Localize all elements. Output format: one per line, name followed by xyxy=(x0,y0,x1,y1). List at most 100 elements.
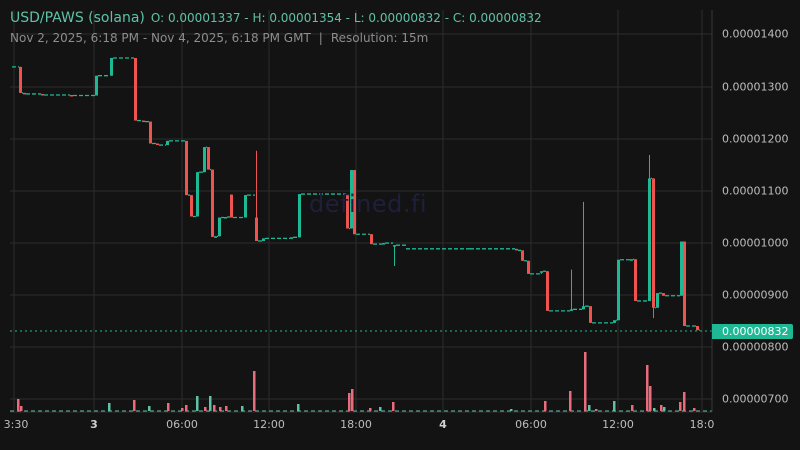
volume-bar xyxy=(631,405,634,411)
volume-bar xyxy=(693,408,696,411)
candle-body xyxy=(613,320,616,323)
watermark: defined.fi xyxy=(309,190,428,218)
candle-body xyxy=(630,259,633,261)
volume-bar xyxy=(683,392,686,411)
candle-body xyxy=(589,306,592,323)
candle-body xyxy=(95,75,98,96)
candle-body xyxy=(207,147,210,170)
candle-body xyxy=(203,147,206,173)
candle-body xyxy=(393,245,396,247)
price-tick-label: 0.00001400 xyxy=(722,27,789,41)
candle-body xyxy=(350,170,353,229)
time-tick-label: 3:30 xyxy=(3,418,29,431)
volume-bar xyxy=(649,386,652,411)
price-candles xyxy=(12,57,700,331)
volume-bar xyxy=(185,405,188,411)
time-tick-label: 12:00 xyxy=(602,418,634,431)
ohlc-values: O: 0.00001337 - H: 0.00001354 - L: 0.000… xyxy=(150,11,542,25)
candle-body xyxy=(255,217,258,241)
candle-body xyxy=(346,194,349,229)
volume-bar xyxy=(181,408,184,411)
price-tick-label: 0.00000900 xyxy=(722,288,789,302)
candle-body xyxy=(23,92,26,95)
time-tick-label: 12:00 xyxy=(253,418,285,431)
candle-body xyxy=(540,271,543,273)
volume-bar xyxy=(646,365,649,411)
volume-bar xyxy=(544,401,547,411)
candle-body xyxy=(156,143,159,146)
candle-body xyxy=(185,140,188,196)
candle-body xyxy=(652,178,655,308)
volume-bar xyxy=(379,407,382,411)
candle-body xyxy=(521,250,524,261)
candle-body xyxy=(70,95,73,97)
candle-body xyxy=(527,260,530,274)
candle-body xyxy=(142,120,145,123)
pair-title: USD/PAWS (solana) xyxy=(10,10,145,26)
price-tick-label: 0.00000800 xyxy=(722,340,789,354)
candle-body xyxy=(166,140,169,146)
volume-bar xyxy=(510,409,513,411)
candle-body xyxy=(683,241,686,326)
candle-body xyxy=(634,259,637,301)
candle-body xyxy=(190,195,193,217)
volume-bar xyxy=(613,401,616,411)
time-tick-label: 3 xyxy=(90,418,98,431)
time-tick-label: 06:00 xyxy=(166,418,198,431)
candle-body xyxy=(214,236,217,238)
volume-bar xyxy=(569,391,572,411)
volume-bar xyxy=(213,405,216,411)
time-tick-label: 18:0 xyxy=(689,418,715,431)
candle-body xyxy=(149,121,152,144)
last-price-tag: 0.00000832 xyxy=(712,324,793,339)
price-tick-label: 0.00001100 xyxy=(722,184,789,198)
candle-body xyxy=(353,170,356,235)
candle-body xyxy=(244,195,247,218)
volume-bars xyxy=(10,352,712,412)
candle-body xyxy=(582,306,585,310)
volume-bar xyxy=(148,406,151,411)
volume-bar xyxy=(679,402,682,411)
volume-bar xyxy=(595,409,598,411)
volume-bar xyxy=(253,371,256,411)
volume-bar xyxy=(219,407,222,411)
volume-bar xyxy=(204,407,207,411)
volume-bar xyxy=(348,393,351,411)
candle-body xyxy=(680,241,683,296)
candle-body xyxy=(211,169,214,237)
candle-body xyxy=(382,243,385,245)
volume-bar xyxy=(241,406,244,411)
volume-bar xyxy=(584,352,587,411)
candle-body xyxy=(570,309,573,311)
candle-body xyxy=(546,271,549,311)
volume-bar xyxy=(588,405,591,411)
volume-bar xyxy=(209,396,212,411)
candle-body xyxy=(370,234,373,245)
volume-bar xyxy=(663,407,666,411)
candle-body xyxy=(218,217,221,237)
volume-bar xyxy=(133,400,136,411)
volume-bar xyxy=(653,408,656,411)
volume-bar xyxy=(351,389,354,411)
price-tick-label: 0.00000700 xyxy=(722,392,789,406)
candle-body xyxy=(196,172,199,217)
candle-body xyxy=(298,194,301,238)
candle-body xyxy=(110,57,113,76)
time-tick-label: 4 xyxy=(439,418,447,431)
price-tick-label: 0.00001200 xyxy=(722,132,789,146)
volume-bar xyxy=(660,405,663,411)
volume-bar xyxy=(297,404,300,411)
chart-legend: USD/PAWS (solana) O: 0.00001337 - H: 0.0… xyxy=(10,10,542,45)
volume-bar xyxy=(167,403,170,411)
candle-body xyxy=(290,237,293,239)
candle-body xyxy=(662,293,665,296)
price-tick-label: 0.00001000 xyxy=(722,236,789,250)
candle-body xyxy=(648,178,651,301)
volume-bar xyxy=(108,403,111,411)
volume-bar xyxy=(225,406,228,411)
candle-body xyxy=(696,325,699,331)
candle-body xyxy=(617,259,620,321)
candle-body xyxy=(134,57,137,121)
candle-body xyxy=(262,238,265,241)
